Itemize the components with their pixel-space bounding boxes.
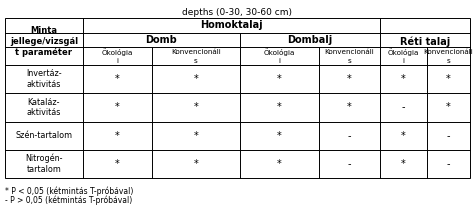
Text: Invertáz-
aktivitás: Invertáz- aktivitás: [26, 69, 62, 89]
Text: *: *: [193, 102, 199, 112]
Text: Ökológia: Ökológia: [264, 48, 295, 56]
Text: *: *: [193, 159, 199, 169]
Text: *: *: [115, 131, 120, 141]
Text: *: *: [115, 102, 120, 112]
Text: i: i: [117, 58, 118, 64]
Text: s: s: [194, 58, 198, 64]
Text: Szén-tartalom: Szén-tartalom: [16, 131, 73, 140]
Text: *: *: [193, 131, 199, 141]
Text: *: *: [446, 102, 451, 112]
Text: Réti talaj: Réti talaj: [400, 36, 450, 47]
Text: * P < 0,05 (kétmintás T-próbával): * P < 0,05 (kétmintás T-próbával): [5, 186, 133, 196]
Text: *: *: [115, 159, 120, 169]
Text: depths (0-30, 30-60 cm): depths (0-30, 30-60 cm): [182, 8, 292, 17]
Text: *: *: [401, 74, 406, 84]
Text: *: *: [115, 74, 120, 84]
Text: *: *: [347, 102, 352, 112]
Text: -: -: [348, 159, 351, 169]
Text: s: s: [347, 58, 351, 64]
Text: -: -: [402, 102, 405, 112]
Text: -: -: [447, 131, 450, 141]
Text: Konvencionáli: Konvencionáli: [325, 49, 374, 55]
Text: *: *: [277, 131, 282, 141]
Text: -: -: [348, 131, 351, 141]
Text: -: -: [447, 159, 450, 169]
Text: *: *: [401, 131, 406, 141]
Text: *: *: [277, 159, 282, 169]
Text: Ökológia: Ökológia: [102, 48, 133, 56]
Text: Konvencionáli: Konvencionáli: [424, 49, 474, 55]
Text: *: *: [347, 74, 352, 84]
Text: *: *: [277, 102, 282, 112]
Text: *: *: [446, 74, 451, 84]
Text: i: i: [279, 58, 281, 64]
Text: Dombalj: Dombalj: [287, 35, 333, 45]
Bar: [5, 18, 470, 178]
Text: *: *: [193, 74, 199, 84]
Text: Konvencionáli: Konvencionáli: [171, 49, 221, 55]
Text: s: s: [447, 58, 450, 64]
Text: i: i: [402, 58, 404, 64]
Text: Domb: Domb: [146, 35, 177, 45]
Text: Minta
jellege/vizsgál
t paraméter: Minta jellege/vizsgál t paraméter: [10, 26, 78, 57]
Text: Ökológia: Ökológia: [388, 48, 419, 56]
Text: *: *: [277, 74, 282, 84]
Text: Nitrogén-
tartalom: Nitrogén- tartalom: [25, 154, 63, 174]
Text: *: *: [401, 159, 406, 169]
Text: Homoktalaj: Homoktalaj: [200, 20, 263, 31]
Text: - P > 0,05 (kétmintás T-próbával): - P > 0,05 (kétmintás T-próbával): [5, 195, 132, 204]
Text: Kataláz-
aktivitás: Kataláz- aktivitás: [27, 98, 61, 117]
